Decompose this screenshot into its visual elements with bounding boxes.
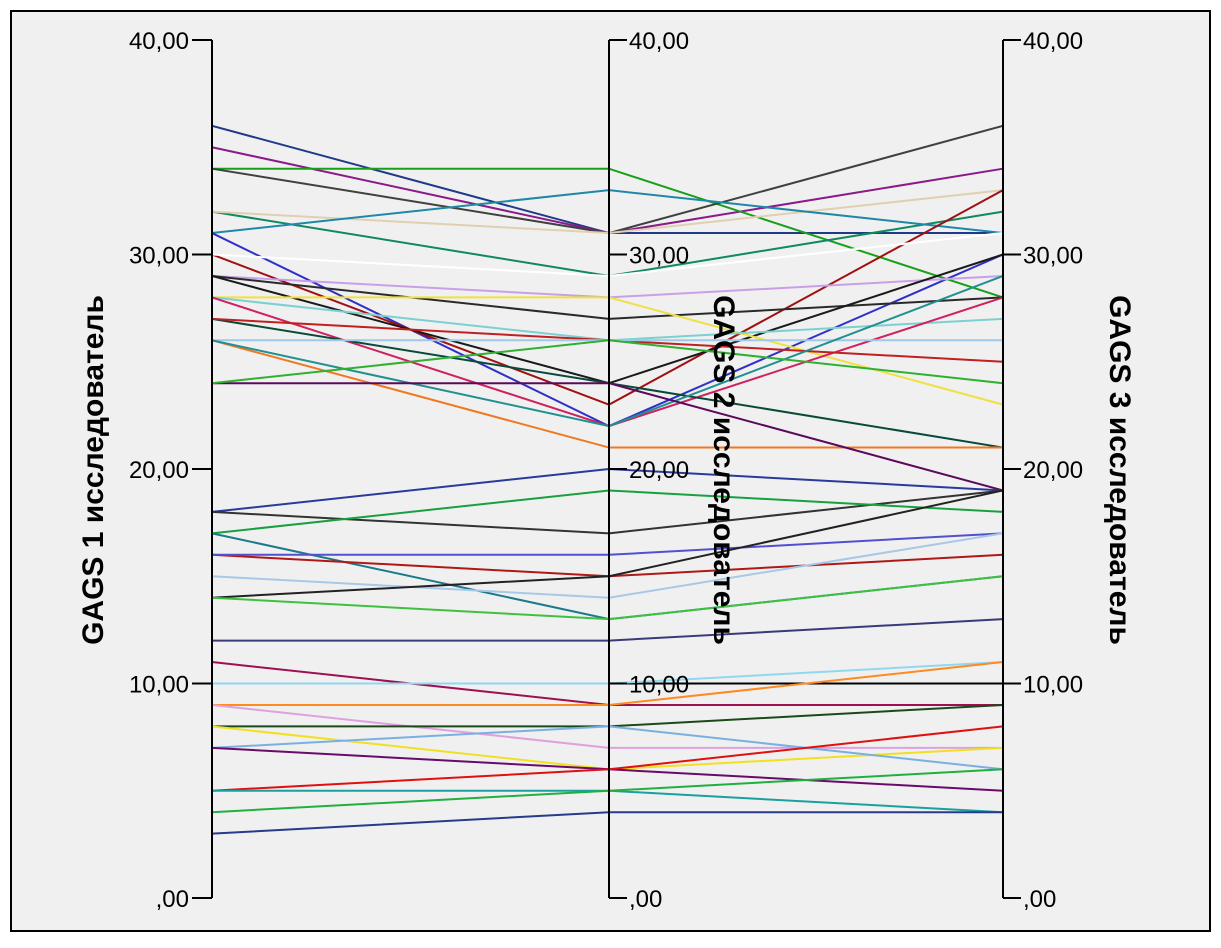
axis-2-tick-label-5: 40,00 (629, 28, 689, 55)
axis-3-tick-label-3: 20,00 (1023, 457, 1083, 484)
axis-2-tick-label-3: 20,00 (629, 457, 689, 484)
chart-frame (10, 10, 1211, 932)
axis-3-tick-label-2: 10,00 (1023, 672, 1083, 699)
axis-3-title: GAGS 3 исследователь (1103, 295, 1136, 645)
axis-3: ,00 10,00 20,00 30,00 40,00 GAGS 3 исследоват… (1002, 28, 1136, 913)
axis-1-tick-label-1: ,00 (156, 886, 189, 913)
axis-1-tick-label-2: 10,00 (129, 672, 189, 699)
axis-2-tick-label-4: 30,00 (629, 243, 689, 270)
axes: ,00 10,00 20,00 30,00 40,00 GAGS 1 исследоват… (77, 28, 1136, 913)
axis-1-tick-label-3: 20,00 (129, 457, 189, 484)
axis-3-tick-label-5: 40,00 (1023, 28, 1083, 55)
axis-2: ,00 10,00 20,00 30,00 40,00 GAGS 2 исследоват… (608, 28, 740, 913)
axis-2-tick-label-1: ,00 (629, 886, 662, 913)
axis-3-tick-label-1: ,00 (1023, 886, 1056, 913)
axis-1: ,00 10,00 20,00 30,00 40,00 GAGS 1 исследоват… (77, 28, 213, 913)
axis-3-tick-label-4: 30,00 (1023, 243, 1083, 270)
axis-1-tick-label-5: 40,00 (129, 28, 189, 55)
axis-2-title: GAGS 2 исследователь (707, 295, 740, 645)
axis-2-tick-label-2: 10,00 (629, 672, 689, 699)
axis-1-title: GAGS 1 исследователь (77, 295, 110, 645)
axis-1-tick-label-4: 30,00 (129, 243, 189, 270)
